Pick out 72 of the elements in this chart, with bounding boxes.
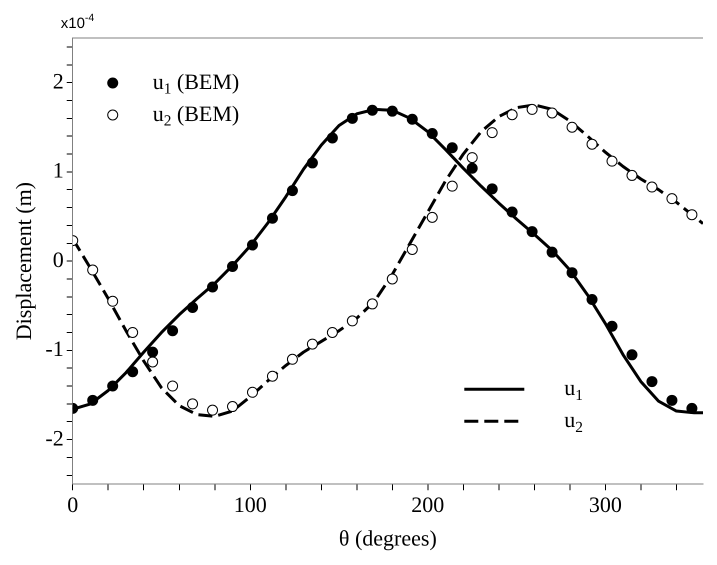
point — [227, 260, 238, 272]
point — [127, 366, 138, 378]
point — [586, 294, 598, 305]
point — [127, 326, 138, 338]
point — [87, 394, 98, 406]
point — [107, 296, 118, 307]
point — [566, 267, 578, 278]
point — [386, 106, 398, 117]
point — [326, 132, 338, 144]
point — [147, 346, 158, 358]
point — [167, 380, 178, 392]
point — [406, 244, 418, 255]
point — [466, 162, 478, 174]
point — [626, 170, 638, 181]
point — [406, 114, 418, 125]
point — [606, 156, 618, 167]
point — [366, 298, 378, 310]
point — [167, 325, 178, 336]
y-tick-label: 1 — [52, 158, 64, 183]
point — [586, 138, 598, 150]
x-tick-label: 300 — [588, 492, 622, 518]
point — [646, 182, 658, 193]
point — [446, 142, 458, 154]
point — [306, 338, 318, 350]
point — [147, 356, 158, 368]
point — [266, 212, 278, 224]
point — [486, 183, 498, 194]
point — [686, 209, 698, 220]
point — [266, 370, 278, 382]
point — [87, 264, 98, 276]
point — [366, 104, 378, 116]
point — [227, 401, 238, 412]
y-tick-label: -2 — [45, 425, 64, 450]
y-axis-title: Displacement (m) — [10, 182, 36, 340]
point — [526, 226, 538, 238]
point — [566, 122, 578, 133]
point — [646, 376, 658, 388]
point — [526, 104, 538, 115]
point — [187, 302, 198, 314]
point — [187, 398, 198, 410]
y-tick-label: -1 — [45, 336, 64, 362]
x-axis-title: θ (degrees) — [338, 526, 437, 551]
point — [506, 109, 518, 120]
point — [466, 152, 478, 164]
point — [446, 180, 458, 192]
point — [286, 354, 298, 365]
point — [506, 206, 518, 218]
point — [386, 273, 398, 284]
point — [286, 185, 298, 196]
y-tick-label: 0 — [52, 246, 64, 272]
y-tick-label: 2 — [52, 68, 64, 94]
point — [207, 281, 218, 292]
point — [546, 246, 558, 258]
point — [426, 128, 438, 139]
point — [686, 402, 698, 414]
point — [626, 349, 638, 360]
x-tick-label: 200 — [411, 492, 444, 518]
point — [666, 193, 678, 204]
point — [346, 315, 358, 326]
point — [546, 107, 558, 118]
point — [346, 112, 358, 124]
point — [666, 394, 678, 406]
point — [107, 380, 118, 392]
x-tick-label: 100 — [234, 492, 267, 518]
point — [246, 386, 258, 398]
point — [306, 157, 318, 168]
point — [207, 404, 218, 416]
point — [246, 240, 258, 251]
point — [426, 212, 438, 223]
point — [606, 320, 618, 332]
point — [486, 127, 498, 138]
point — [326, 326, 338, 338]
